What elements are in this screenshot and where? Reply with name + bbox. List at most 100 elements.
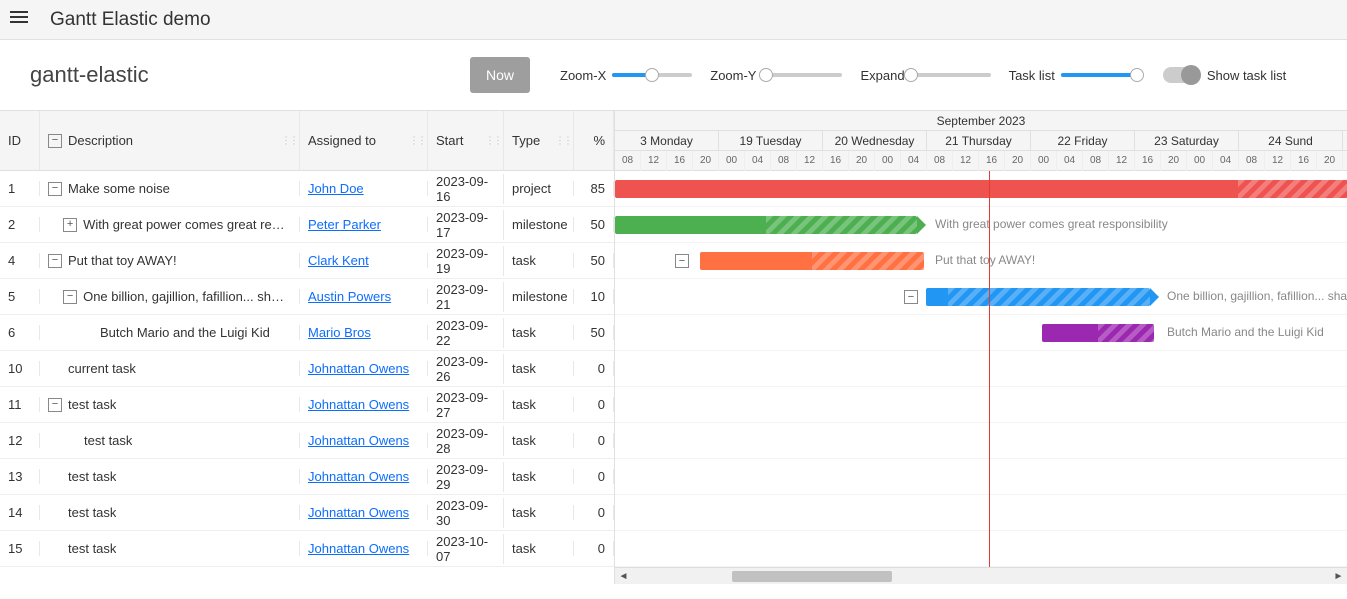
expand-label: Expand [860,68,904,83]
scroll-left-icon[interactable]: ◄ [615,568,632,585]
bar-label: Butch Mario and the Luigi Kid [1167,325,1324,339]
expand-slider[interactable] [911,73,991,77]
gantt-bar[interactable] [1042,324,1154,342]
gantt-bar[interactable] [615,180,1347,198]
resize-handle-icon[interactable]: ⋮⋮ [281,135,297,146]
assignee-link[interactable]: Johnattan Owens [308,469,409,484]
cell-desc: −Put that toy AWAY! [40,253,300,268]
gantt-bar[interactable] [700,252,924,270]
cell-assigned: Johnattan Owens [300,433,428,448]
month-label: September 2023 [615,111,1347,131]
hour-header: 08 [927,151,953,171]
table-row: 6Butch Mario and the Luigi KidMario Bros… [0,315,614,351]
zoomx-label: Zoom-X [560,68,606,83]
collapse-icon[interactable]: − [48,182,62,196]
col-type: Type⋮⋮ [504,111,574,170]
hour-header: 00 [1187,151,1213,171]
table-row: 12test taskJohnattan Owens2023-09-28task… [0,423,614,459]
table-row: 4−Put that toy AWAY!Clark Kent2023-09-19… [0,243,614,279]
table-row: 5−One billion, gajillion, fafillion... s… [0,279,614,315]
collapse-icon[interactable]: − [904,290,918,304]
hour-header: 12 [641,151,667,171]
resize-handle-icon[interactable]: ⋮⋮ [485,135,501,146]
table-row: 1−Make some noiseJohn Doe2023-09-16proje… [0,171,614,207]
assignee-link[interactable]: Johnattan Owens [308,541,409,556]
cell-start: 2023-09-29 [428,462,504,492]
hour-header: 16 [667,151,693,171]
zoomy-label: Zoom-Y [710,68,756,83]
desc-text: current task [68,361,136,376]
menu-icon[interactable] [10,8,34,32]
collapse-icon[interactable]: − [63,290,77,304]
cell-assigned: Peter Parker [300,217,428,232]
assignee-link[interactable]: Johnattan Owens [308,361,409,376]
horizontal-scrollbar[interactable]: ◄ ► [615,567,1347,584]
cell-pct: 50 [574,253,614,268]
zoomy-slider[interactable] [762,73,842,77]
col-pct: % [574,111,614,170]
hour-header: 12 [1109,151,1135,171]
chart-row [615,351,1347,387]
hour-header: 16 [979,151,1005,171]
page-title: gantt-elastic [30,62,470,88]
cell-start: 2023-09-19 [428,246,504,276]
hour-header: 20 [1005,151,1031,171]
cell-pct: 85 [574,181,614,196]
hour-header: 04 [1213,151,1239,171]
assignee-link[interactable]: Mario Bros [308,325,371,340]
zoomx-slider[interactable] [612,73,692,77]
collapse-icon[interactable]: − [675,254,689,268]
hour-header: 00 [875,151,901,171]
cell-assigned: Johnattan Owens [300,397,428,412]
cell-pct: 0 [574,469,614,484]
cell-pct: 0 [574,361,614,376]
desc-text: test task [68,469,116,484]
assignee-link[interactable]: Clark Kent [308,253,369,268]
col-assigned: Assigned to⋮⋮ [300,111,428,170]
collapse-icon[interactable]: − [48,398,62,412]
scroll-thumb[interactable] [732,571,892,582]
col-id: ID [0,111,40,170]
resize-handle-icon[interactable]: ⋮⋮ [555,135,571,146]
desc-text: Butch Mario and the Luigi Kid [100,325,270,340]
cell-assigned: Johnattan Owens [300,541,428,556]
cell-type: project [504,181,574,196]
scroll-track[interactable] [632,568,1330,584]
cell-assigned: Johnattan Owens [300,469,428,484]
gantt-chart: September 2023 3 Monday19 Tuesday20 Wedn… [615,111,1347,584]
collapse-icon[interactable]: − [48,254,62,268]
expand-icon[interactable]: + [63,218,77,232]
cell-start: 2023-09-21 [428,282,504,312]
gantt-bar[interactable] [926,288,1150,306]
assignee-link[interactable]: John Doe [308,181,364,196]
col-start: Start⋮⋮ [428,111,504,170]
assignee-link[interactable]: Johnattan Owens [308,505,409,520]
cell-start: 2023-09-22 [428,318,504,348]
now-button[interactable]: Now [470,57,530,93]
expand-all-icon[interactable]: − [48,134,62,148]
bar-label: Put that toy AWAY! [935,253,1035,267]
chart-row: −One billion, gajillion, fafillion... sh… [615,279,1347,315]
assignee-link[interactable]: Peter Parker [308,217,381,232]
assignee-link[interactable]: Johnattan Owens [308,397,409,412]
cell-assigned: Johnattan Owens [300,505,428,520]
cell-assigned: Mario Bros [300,325,428,340]
assignee-link[interactable]: Johnattan Owens [308,433,409,448]
hour-header: 12 [797,151,823,171]
resize-handle-icon[interactable]: ⋮⋮ [409,135,425,146]
chart-header: September 2023 3 Monday19 Tuesday20 Wedn… [615,111,1347,171]
cell-pct: 0 [574,433,614,448]
hour-header: 00 [1343,151,1347,171]
scroll-right-icon[interactable]: ► [1330,568,1347,585]
cell-id: 1 [0,181,40,196]
table-row: 11−test taskJohnattan Owens2023-09-27tas… [0,387,614,423]
gantt-bar[interactable] [615,216,917,234]
cell-desc: current task [40,361,300,376]
cell-pct: 50 [574,325,614,340]
assignee-link[interactable]: Austin Powers [308,289,391,304]
cell-desc: Butch Mario and the Luigi Kid [40,325,300,340]
tasklist-slider[interactable] [1061,73,1141,77]
showtasklist-toggle[interactable] [1163,67,1199,83]
hour-header: 04 [1057,151,1083,171]
desc-text: One billion, gajillion, fafillion... sha… [83,289,291,304]
